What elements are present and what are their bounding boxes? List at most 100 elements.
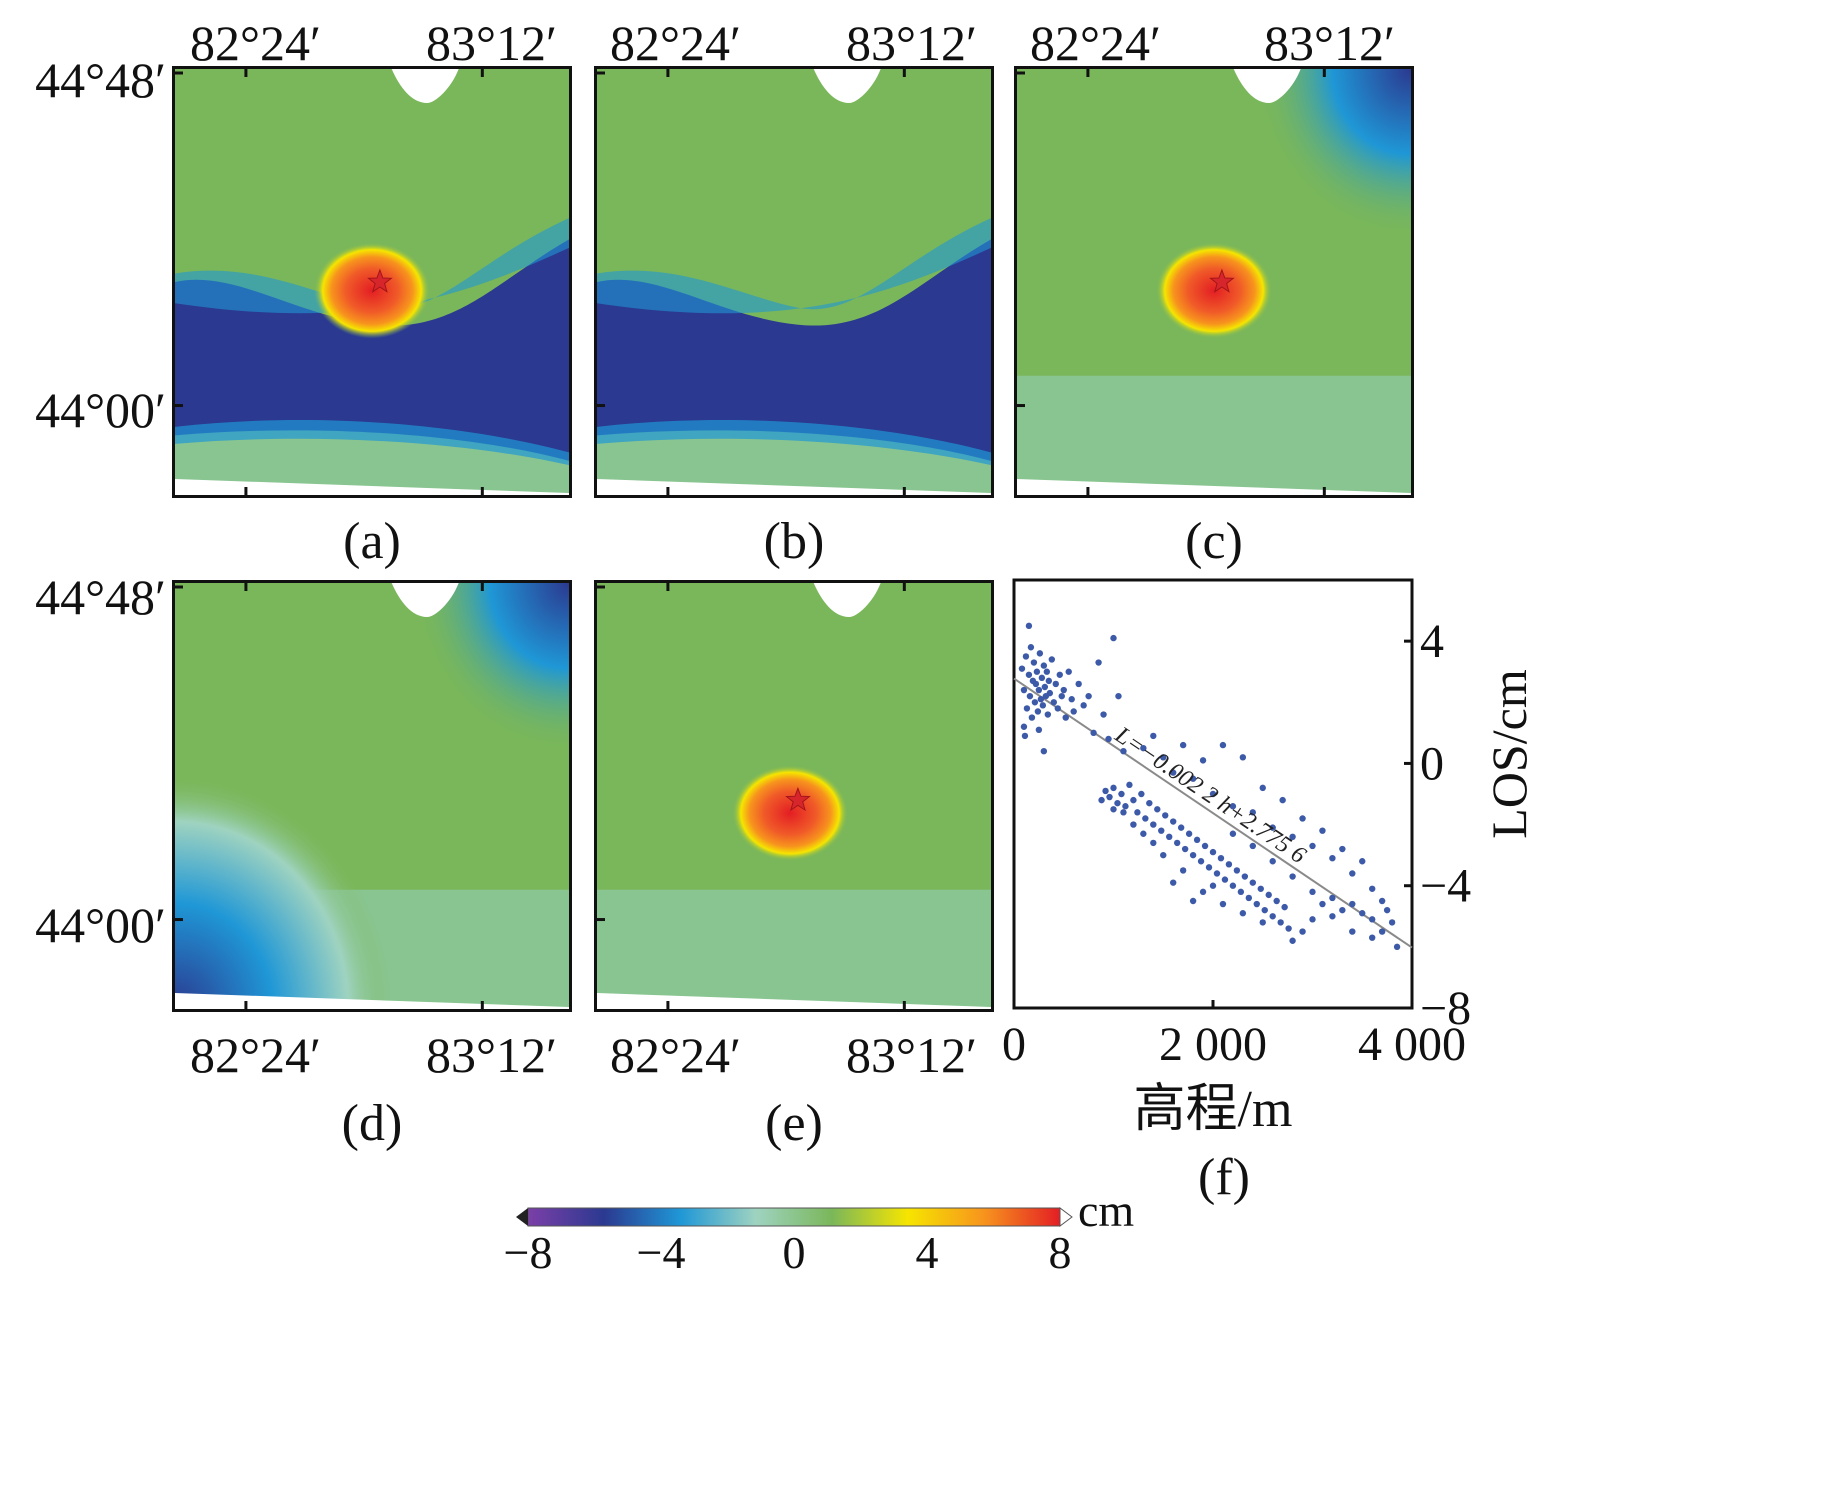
scatter-point: [1349, 928, 1356, 935]
scatter-point: [1146, 799, 1153, 807]
scatter-point: [1039, 702, 1047, 709]
map-panel-a: [172, 66, 572, 498]
colorbar-tick-label: 0: [783, 1227, 806, 1278]
scatter-point: [1378, 897, 1386, 905]
panel-caption-c: (c): [1185, 513, 1243, 570]
panel-caption-d: (d): [341, 1095, 403, 1152]
scatter-point: [1329, 913, 1336, 920]
nodata-edge: [175, 993, 569, 1009]
scatter-point: [1158, 827, 1165, 834]
x-tick-label: 2 000: [1159, 1018, 1267, 1071]
scatter-point: [1359, 858, 1366, 865]
scatter-point: [1150, 732, 1157, 740]
scatter-point: [1105, 735, 1112, 743]
scatter-point: [1027, 644, 1035, 651]
scatter-point: [1219, 900, 1227, 908]
scatter-point: [1026, 692, 1034, 700]
scatter-point: [1233, 867, 1241, 874]
scatter-point: [1209, 882, 1217, 889]
scatter-point: [1020, 723, 1028, 730]
scatter-point: [1269, 824, 1276, 831]
colorbar-tick-label: 8: [1049, 1227, 1072, 1278]
scatter-point: [1056, 671, 1063, 678]
scatter-point: [1257, 885, 1264, 892]
scatter-point: [1285, 925, 1292, 932]
scatter-point: [1102, 787, 1109, 795]
scatter-point: [1138, 790, 1145, 798]
scatter-point: [1031, 699, 1039, 706]
scatter-point: [1209, 848, 1217, 856]
scatter-point: [1289, 833, 1296, 840]
lat-label-top-2: 44°00′: [35, 382, 166, 438]
scatter-point: [1052, 680, 1059, 688]
scatter-point: [1037, 696, 1045, 703]
x-tick-label: 0: [1002, 1018, 1026, 1071]
scatter-point: [1179, 741, 1187, 749]
scatter-point: [1098, 796, 1105, 804]
scatter-point: [1269, 858, 1276, 865]
scatter-point: [1106, 793, 1113, 801]
nodata-notch: [813, 69, 881, 103]
scatter-point: [1075, 680, 1082, 688]
deformation-lobe: [314, 242, 430, 339]
map-panel-c: [1014, 66, 1414, 498]
scatter-point: [1062, 714, 1069, 721]
y-tick-label: −8: [1420, 982, 1471, 1035]
scatter-point: [1043, 668, 1051, 675]
scatter-point: [1095, 659, 1102, 666]
y-tick-label: 0: [1420, 737, 1444, 790]
scatter-point: [1199, 888, 1207, 896]
scatter-point: [1185, 830, 1193, 837]
scatter-point: [1253, 900, 1260, 908]
scatter-point: [1229, 803, 1237, 810]
scatter-point: [1040, 748, 1048, 755]
scatter-point: [1042, 692, 1050, 700]
scatter-point: [1249, 809, 1257, 816]
scatter-point: [1018, 665, 1026, 672]
scatter-point: [1160, 754, 1167, 761]
lat-label-bottom-2: 44°00′: [35, 897, 166, 953]
scatter-point: [1050, 699, 1058, 706]
scatter-point: [1162, 812, 1169, 819]
scatter-point: [1046, 689, 1054, 697]
scatter-point: [1339, 845, 1346, 853]
colorbar-tick-label: −8: [504, 1227, 553, 1278]
scatter-point: [1261, 906, 1268, 914]
scatter-point: [1349, 870, 1356, 877]
scatter-point: [1025, 671, 1033, 678]
y-tick-label: 4: [1420, 615, 1444, 668]
earthquake-star-icon: [367, 268, 393, 293]
panel-caption-f: (f): [1198, 1149, 1250, 1206]
scatter-point: [1118, 790, 1125, 798]
scatter-point: [1034, 708, 1042, 715]
scatter-point: [1173, 839, 1181, 847]
scatter-point: [1110, 784, 1117, 792]
scatter-point: [1279, 796, 1286, 804]
scatter-point: [1369, 916, 1376, 923]
scatter-point: [1045, 677, 1053, 685]
scatter-point: [1179, 867, 1187, 874]
scatter-point: [1114, 799, 1121, 807]
lon-label-c-left: 82°24′: [1030, 15, 1161, 71]
regression-line: [1013, 677, 1413, 949]
lon-label-d-right: 83°12′: [426, 1027, 557, 1083]
scatter-point: [1122, 803, 1129, 810]
scatter-point: [1023, 705, 1031, 712]
scatter-point: [1170, 818, 1177, 825]
scatter-point: [1219, 741, 1227, 749]
scatter-point: [1239, 910, 1247, 917]
scatter-point: [1369, 934, 1376, 941]
nodata-notch: [813, 583, 881, 617]
map-panel-e: [594, 580, 994, 1012]
nodata-edge: [175, 479, 569, 495]
scatter-point: [1217, 855, 1225, 862]
scatter-point: [1150, 821, 1157, 828]
scatter-point: [1388, 919, 1396, 926]
scatter-point: [1269, 913, 1276, 920]
lon-label-e-left: 82°24′: [610, 1027, 741, 1083]
scatter-point: [1025, 622, 1033, 630]
scatter-point: [1130, 796, 1137, 804]
scatter-point: [1140, 744, 1147, 752]
scatter-point: [1201, 842, 1209, 850]
scatter-point: [1289, 873, 1296, 880]
